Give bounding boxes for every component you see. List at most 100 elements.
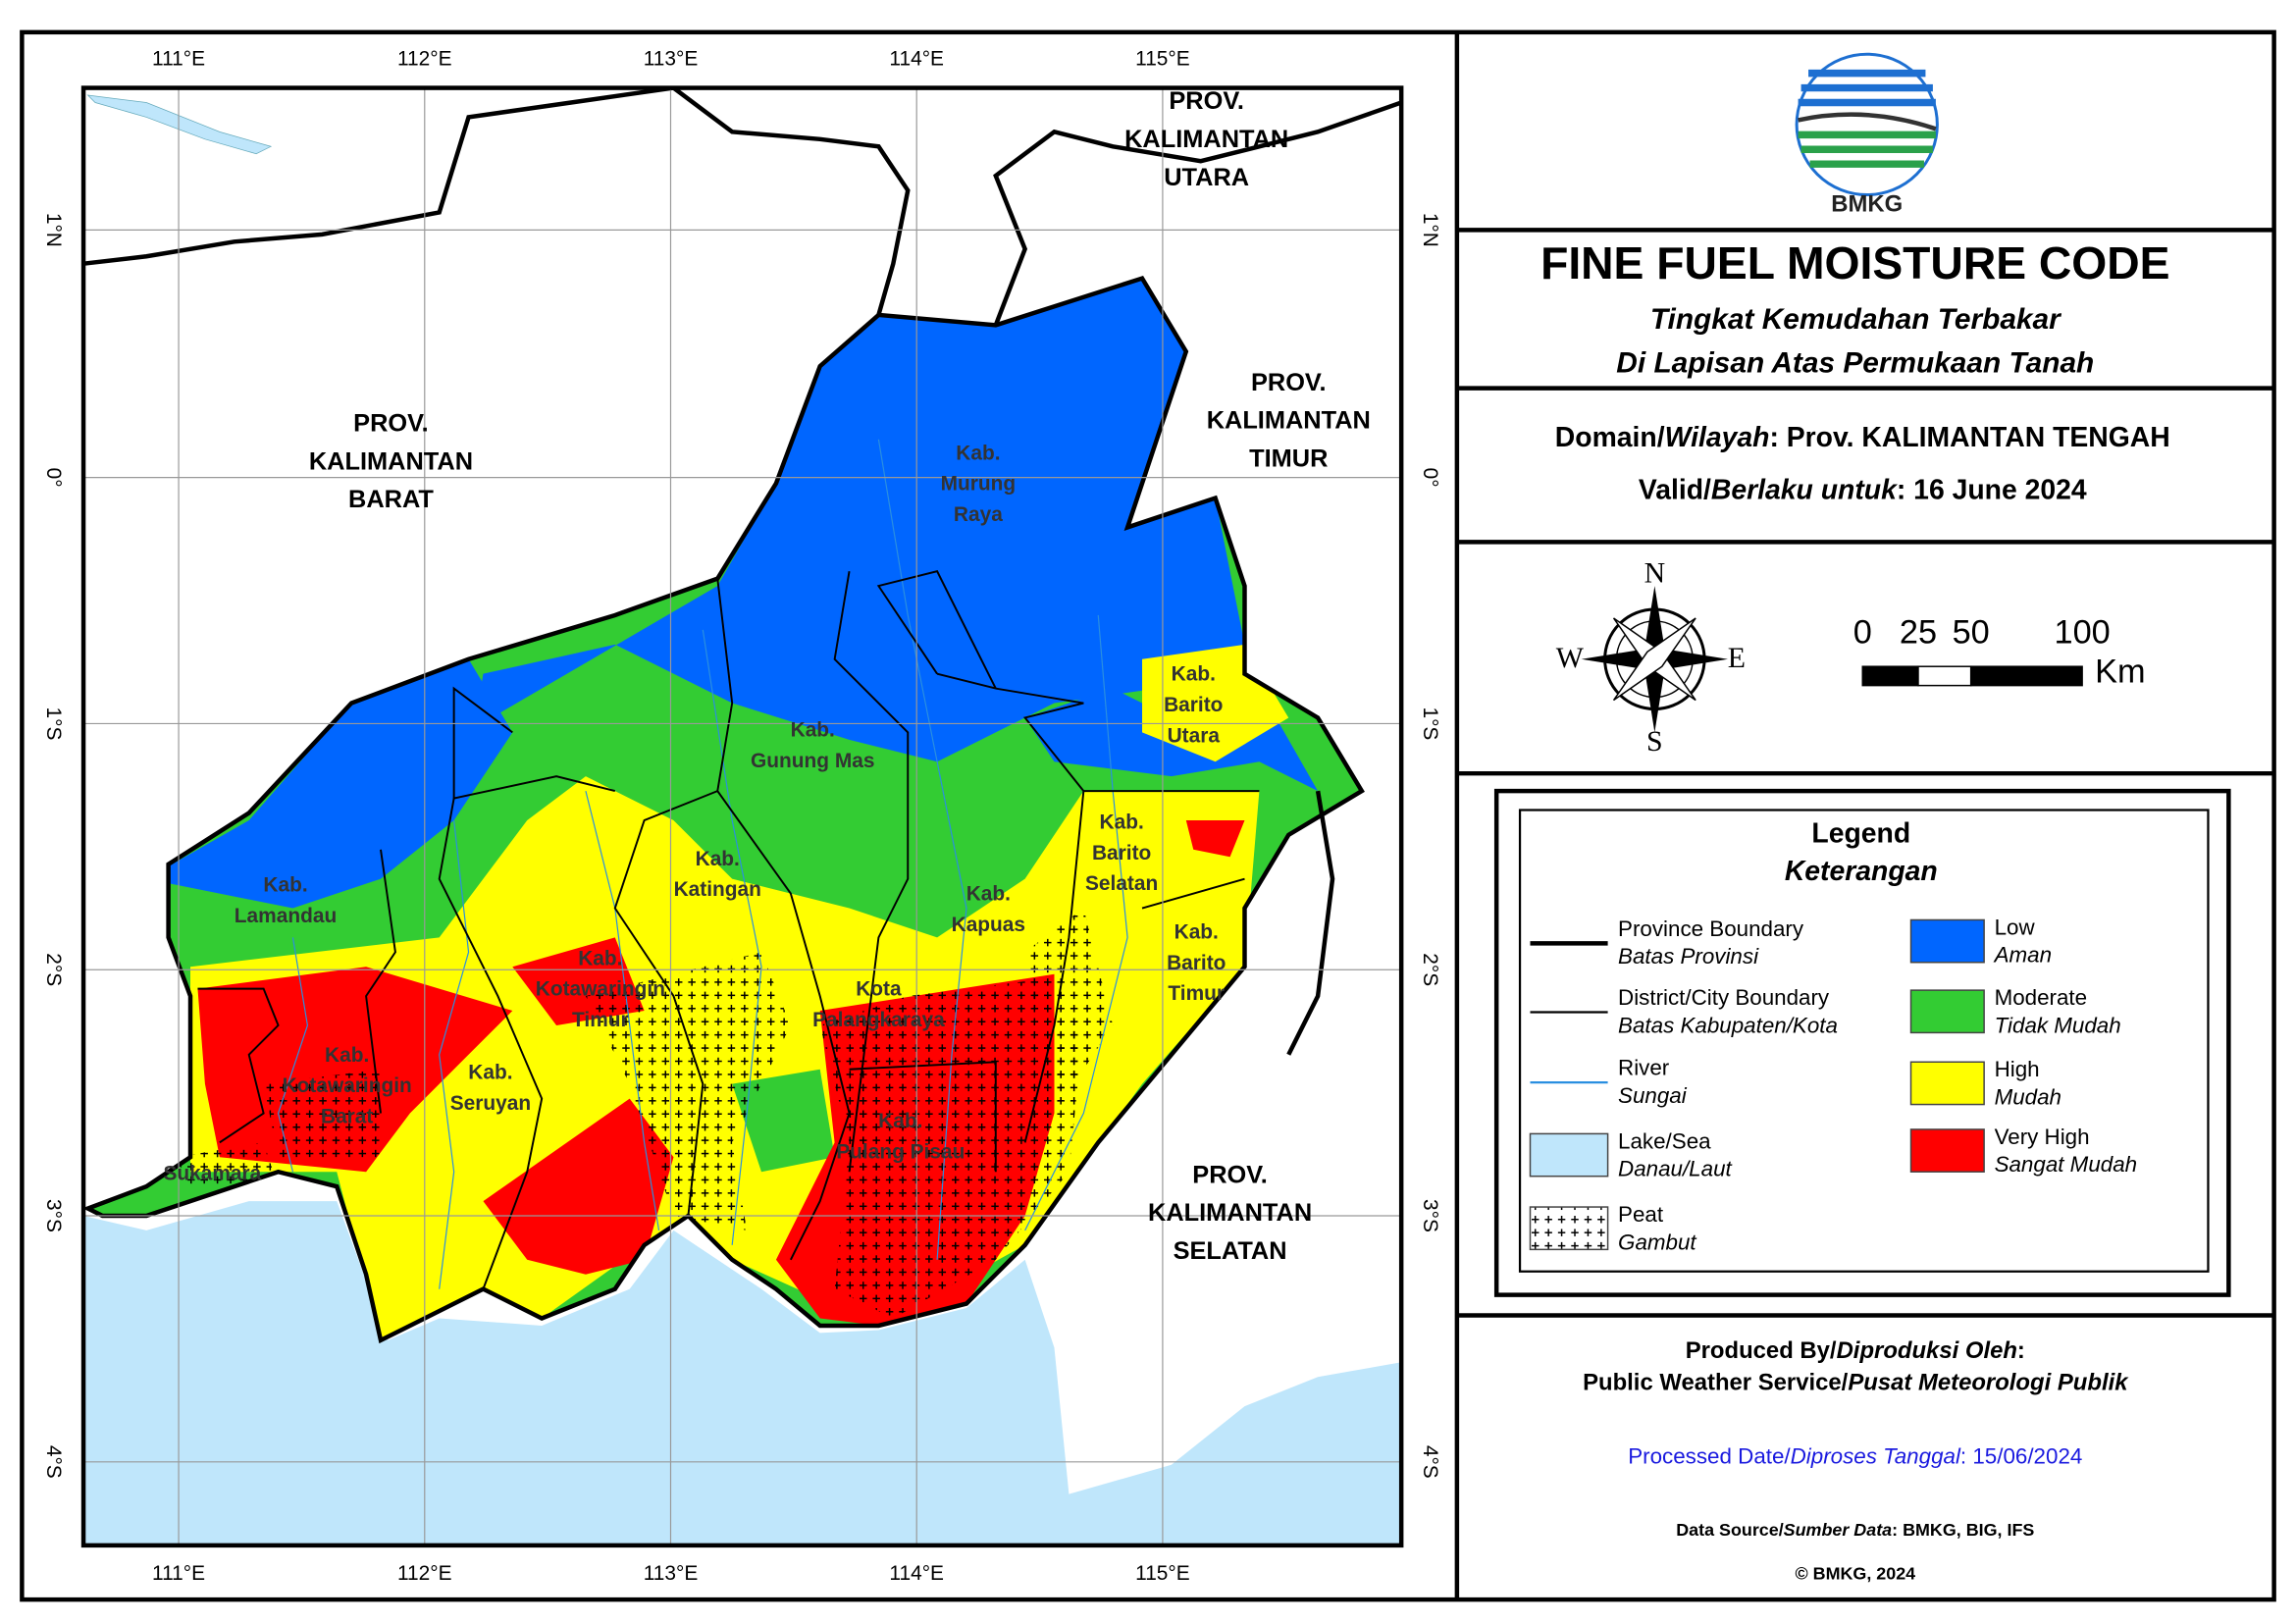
legend-label: High (1995, 1057, 2040, 1081)
produced-by: Produced By/Diproduksi Oleh: (1686, 1337, 2025, 1364)
lon-label-top: 115°E (1135, 48, 1190, 71)
map (83, 87, 1402, 1545)
processed-date-part: Processed Date/ (1628, 1443, 1791, 1468)
legend-label-local: Gambut (1618, 1230, 1696, 1254)
lon-label-top: 112°E (397, 48, 452, 71)
legend-label-local: Sangat Mudah (1995, 1152, 2138, 1177)
lat-label-right: 1°N (1419, 213, 1441, 247)
province-boundaries (83, 87, 1402, 1344)
legend-swatch (1909, 1061, 1985, 1106)
domain-part: Domain/ (1555, 422, 1665, 453)
valid-date-part: Valid/ (1639, 475, 1711, 506)
compass-e: E (1728, 642, 1746, 674)
lon-label-bottom: 111°E (152, 1562, 205, 1585)
valid-date-part: : 16 June 2024 (1897, 475, 2087, 506)
province-label: PROV. (1251, 369, 1327, 396)
province-label: SELATAN (1174, 1237, 1287, 1265)
producer: Public Weather Service/Pusat Meteorologi… (1583, 1370, 2129, 1396)
lat-label-left: 1°S (42, 707, 65, 740)
compass-s: S (1646, 725, 1663, 758)
processed-date-part: : 15/06/2024 (1960, 1443, 2082, 1468)
legend-label-local: Tidak Mudah (1995, 1013, 2121, 1037)
province-label: TIMUR (1249, 445, 1328, 472)
district-label: Kotawaringin (283, 1074, 412, 1097)
compass-n: N (1644, 557, 1666, 590)
lat-label-right: 1°S (1419, 707, 1441, 740)
copyright: © BMKG, 2024 (1795, 1563, 1915, 1583)
lake (86, 94, 273, 155)
producer-part: Pusat Meteorologi Publik (1848, 1370, 2129, 1396)
province-label: PROV. (1169, 87, 1244, 115)
district-label: Kab. (578, 947, 622, 969)
data-source-part: : BMKG, BIG, IFS (1892, 1520, 2034, 1540)
district-label: Raya (954, 503, 1003, 526)
produced-by-part: Produced By/ (1686, 1337, 1837, 1364)
district-label: Kota (856, 978, 902, 1001)
legend-title: Legend (1811, 817, 1910, 849)
legend-label-local: Aman (1993, 943, 2052, 968)
district-label: Kotawaringin (536, 978, 665, 1001)
domain-part: : Prov. KALIMANTAN TENGAH (1769, 422, 2169, 453)
lon-label-bottom: 114°E (889, 1562, 944, 1585)
lon-label-bottom: 115°E (1135, 1562, 1190, 1585)
domain: Domain/Wilayah: Prov. KALIMANTAN TENGAH (1555, 422, 2170, 453)
lat-label-right: 2°S (1419, 953, 1441, 986)
legend-label-local: Batas Provinsi (1618, 944, 1759, 969)
province-label: UTARA (1164, 164, 1249, 191)
legend-swatch (1909, 989, 1985, 1034)
lon-label-top: 113°E (644, 48, 699, 71)
district-label: Sukamara (163, 1163, 261, 1185)
district-label: Kab. (791, 718, 835, 741)
district-label: Katingan (674, 878, 761, 901)
labels: PROV. KALIMANTAN UTARA PROV. KALIMANTAN BARAT… (163, 87, 1370, 1265)
scale-label: 25 (1900, 613, 1937, 651)
legend-label-local: Sungai (1618, 1083, 1688, 1108)
title: FINE FUEL MOISTURE CODE (1540, 237, 2169, 288)
lon-label-bottom: 112°E (397, 1562, 452, 1585)
logo-text: BMKG (1831, 190, 1903, 217)
district-label: Barat (321, 1106, 373, 1128)
subtitle: Tingkat Kemudahan Terbakar (1650, 303, 2061, 336)
legend-swatch (1909, 918, 1985, 964)
district-label: Kab. (956, 442, 1000, 464)
province-label: PROV. (1192, 1161, 1268, 1188)
district-label: Lamandau (235, 905, 337, 927)
map-frame (80, 85, 1404, 1548)
scale-label: 100 (2054, 613, 2110, 651)
legend-title-local: Keterangan (1785, 856, 1938, 887)
sea (83, 1201, 1402, 1545)
district-label: Kab. (325, 1044, 369, 1067)
lon-label-top: 114°E (889, 48, 944, 71)
graticule (83, 87, 1402, 1545)
district-label: Kab. (966, 883, 1011, 906)
district-label: Kab. (878, 1110, 922, 1132)
district-label: Timur (1168, 982, 1225, 1005)
province-label: KALIMANTAN (309, 447, 473, 475)
produced-by-part: Diproduksi Oleh (1837, 1337, 2017, 1364)
legend-label-local: Batas Kabupaten/Kota (1618, 1013, 1838, 1037)
district-boundaries (197, 570, 1260, 1289)
lat-label-left: 0° (42, 468, 65, 488)
legend-box (1493, 788, 2231, 1297)
rivers (277, 439, 1128, 1289)
scale-unit: Km (2095, 654, 2145, 691)
panel-dividers (1454, 31, 2274, 1600)
scale-label: 50 (1953, 613, 1990, 651)
legend-label-local: Mudah (1995, 1084, 2061, 1109)
legend-label: Very High (1995, 1125, 2090, 1149)
district-label: Kab. (1174, 920, 1219, 943)
province-label: PROV. (353, 410, 429, 438)
district-label: Seruyan (450, 1092, 531, 1115)
domain-part: Wilayah (1665, 422, 1770, 453)
district-label: Murung (941, 473, 1017, 496)
lat-label-right: 4°S (1419, 1445, 1441, 1479)
scale-bar (1861, 665, 2083, 687)
legend-swatch (1529, 1132, 1609, 1178)
district-label: Gunung Mas (751, 750, 874, 772)
producer-part: Public Weather Service/ (1583, 1370, 1849, 1396)
legend-label: Peat (1618, 1202, 1664, 1227)
district-label: Barito (1164, 694, 1223, 716)
processed-date-part: Diproses Tanggal (1791, 1443, 1961, 1468)
legend-label: River (1618, 1056, 1670, 1080)
lon-label-bottom: 113°E (644, 1562, 699, 1585)
